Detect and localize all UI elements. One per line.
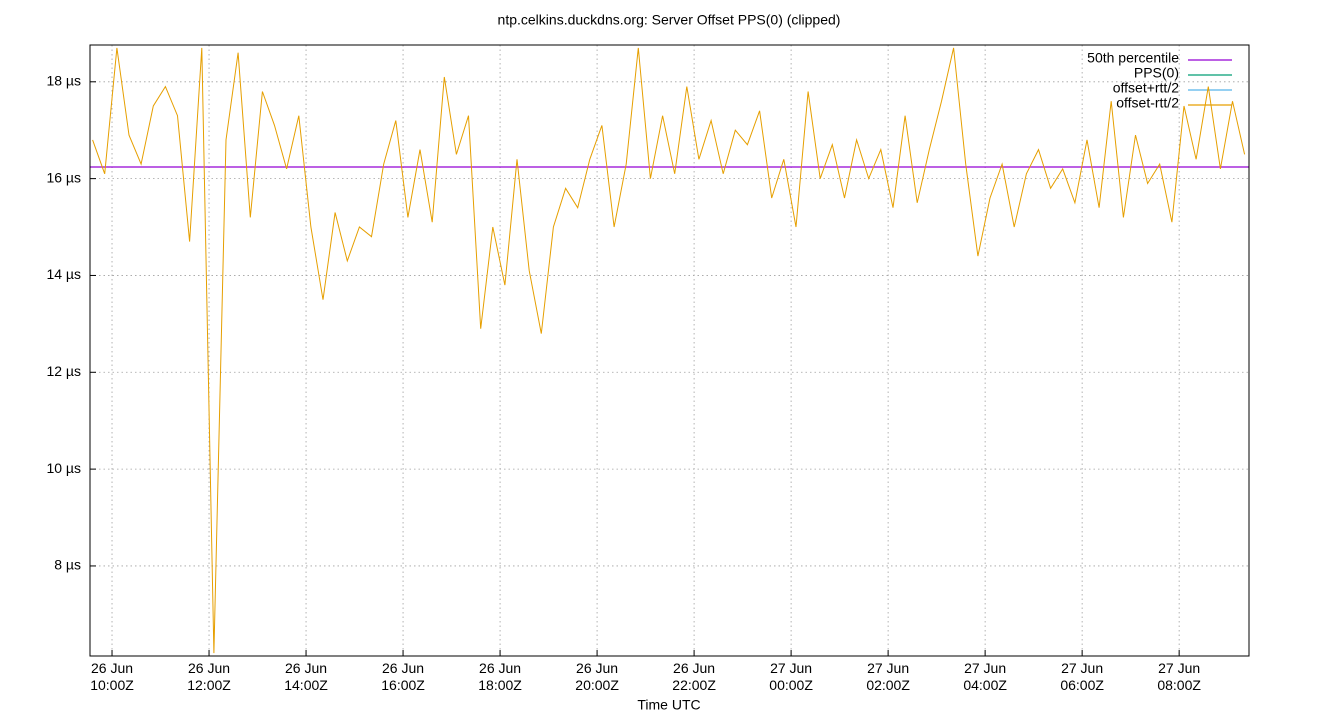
y-tick-label: 8 µs bbox=[54, 557, 81, 573]
legend-label: offset+rtt/2 bbox=[1113, 80, 1179, 96]
x-tick-label: 27 Jun 06:00Z bbox=[1060, 660, 1104, 693]
y-tick-label: 16 µs bbox=[46, 169, 81, 185]
x-tick-label: 26 Jun 16:00Z bbox=[381, 660, 425, 693]
legend-label: PPS(0) bbox=[1134, 65, 1179, 81]
x-tick-label: 26 Jun 18:00Z bbox=[478, 660, 522, 693]
x-tick-label: 27 Jun 02:00Z bbox=[866, 660, 910, 693]
chart-title: ntp.celkins.duckdns.org: Server Offset P… bbox=[498, 12, 841, 28]
x-tick-label: 26 Jun 22:00Z bbox=[672, 660, 716, 693]
y-tick-label: 14 µs bbox=[46, 266, 81, 282]
x-tick-label: 27 Jun 08:00Z bbox=[1157, 660, 1201, 693]
x-tick-label: 27 Jun 04:00Z bbox=[963, 660, 1007, 693]
y-tick-label: 18 µs bbox=[46, 72, 81, 88]
x-axis-label: Time UTC bbox=[637, 697, 700, 713]
x-tick-label: 27 Jun 00:00Z bbox=[769, 660, 813, 693]
x-tick-label: 26 Jun 20:00Z bbox=[575, 660, 619, 693]
x-tick-label: 26 Jun 10:00Z bbox=[90, 660, 134, 693]
x-tick-label: 26 Jun 14:00Z bbox=[284, 660, 328, 693]
y-tick-label: 12 µs bbox=[46, 363, 81, 379]
legend-label: 50th percentile bbox=[1087, 50, 1179, 66]
y-tick-label: 10 µs bbox=[46, 460, 81, 476]
plot-frame bbox=[89, 44, 1250, 657]
x-tick-label: 26 Jun 12:00Z bbox=[187, 660, 231, 693]
data-line bbox=[92, 47, 1246, 654]
legend-label: offset-rtt/2 bbox=[1116, 95, 1179, 111]
